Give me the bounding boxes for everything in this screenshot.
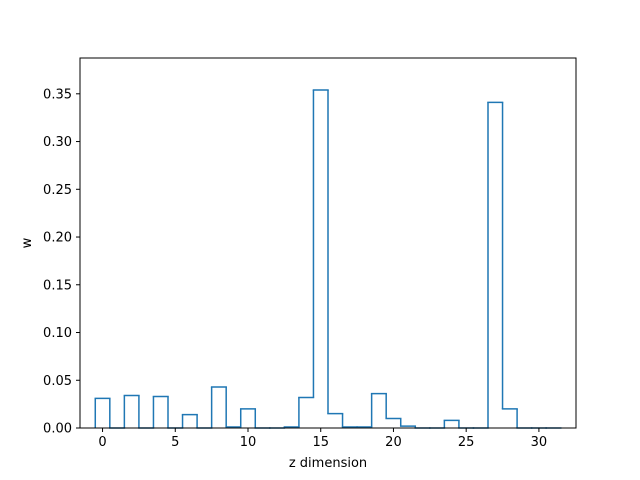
x-tick-label: 30	[531, 435, 548, 450]
y-tick-label: 0.10	[43, 326, 72, 341]
y-tick-label: 0.00	[43, 422, 72, 437]
y-axis-label: w	[20, 237, 35, 248]
y-tick-label: 0.25	[43, 183, 72, 198]
x-axis: 0 5 10 15 20 25 30	[98, 428, 547, 450]
x-tick-label: 20	[385, 435, 402, 450]
x-tick-label: 25	[458, 435, 475, 450]
y-tick-label: 0.05	[43, 374, 72, 389]
x-tick-label: 0	[98, 435, 106, 450]
y-tick-label: 0.35	[43, 87, 72, 102]
x-tick-label: 15	[312, 435, 329, 450]
y-axis: 0.00 0.05 0.10 0.15 0.20 0.25 0.30 0.35	[43, 87, 80, 437]
x-tick-label: 10	[240, 435, 257, 450]
y-tick-label: 0.15	[43, 278, 72, 293]
y-tick-label: 0.30	[43, 135, 72, 150]
plot-frame	[79, 57, 577, 429]
y-tick-label: 0.20	[43, 231, 72, 246]
x-axis-label: z dimension	[289, 456, 367, 471]
x-tick-label: 5	[171, 435, 179, 450]
